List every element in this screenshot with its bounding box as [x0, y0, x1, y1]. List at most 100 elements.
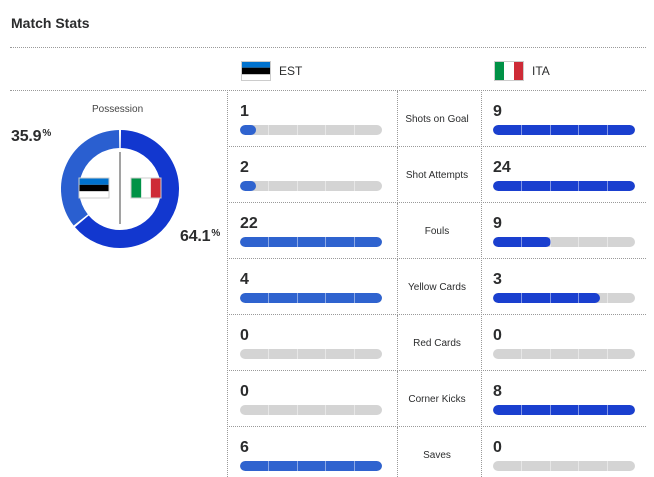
stat-row-divider [227, 370, 646, 371]
home-possession-unit: % [42, 128, 52, 139]
home-stat-value: 4 [240, 271, 249, 288]
stat-bar-tick [607, 125, 608, 135]
home-stat-bar [240, 293, 382, 303]
stat-bar-tick [297, 405, 298, 415]
stat-bar-tick [325, 125, 326, 135]
away-stat-value: 0 [493, 327, 502, 344]
away-team-header: ITA [494, 61, 550, 81]
away-stat-bar [493, 125, 635, 135]
stat-bar-tick [550, 405, 551, 415]
panel-title: Match Stats [11, 15, 90, 31]
stat-bar-tick [607, 293, 608, 303]
stat-bar-tick [354, 237, 355, 247]
home-stat-bar-fill [240, 125, 256, 135]
stat-bar-tick [578, 293, 579, 303]
stat-bar-tick [521, 293, 522, 303]
column-divider-left [227, 90, 228, 477]
home-stat-value: 0 [240, 327, 249, 344]
stat-bar-tick [325, 461, 326, 471]
home-stat-bar-fill [240, 461, 382, 471]
stat-bar-tick [521, 349, 522, 359]
away-stat-value: 3 [493, 271, 502, 288]
stat-bar-tick [550, 237, 551, 247]
possession-label: Possession [92, 104, 144, 115]
home-possession-value: 35.9 [11, 128, 42, 145]
away-stat-bar [493, 181, 635, 191]
home-stat-bar [240, 405, 382, 415]
stat-row-divider [227, 258, 646, 259]
home-stat-value: 22 [240, 215, 258, 232]
stat-bar-tick [325, 405, 326, 415]
away-possession-pct: 64.1% [180, 228, 220, 246]
stat-bar-tick [354, 461, 355, 471]
away-possession-unit: % [211, 228, 221, 239]
stat-bar-tick [354, 181, 355, 191]
home-stat-bar [240, 125, 382, 135]
away-stat-bar-fill [493, 405, 635, 415]
stat-bar-tick [550, 461, 551, 471]
away-stat-value: 24 [493, 159, 511, 176]
home-team-abbr: EST [279, 64, 303, 78]
stat-row-divider [227, 202, 646, 203]
stat-bar-tick [354, 293, 355, 303]
possession-donut-chart [61, 130, 179, 248]
stat-row-divider [227, 426, 646, 427]
away-possession-value: 64.1 [180, 228, 211, 245]
stat-bar-tick [268, 181, 269, 191]
stat-bar-tick [297, 461, 298, 471]
stat-label-divider-left [397, 427, 398, 477]
stat-bar-tick [297, 181, 298, 191]
home-stat-value: 0 [240, 383, 249, 400]
away-stat-bar-fill [493, 181, 635, 191]
stat-bar-tick [268, 125, 269, 135]
stat-label-divider-left [397, 147, 398, 201]
stat-bar-tick [325, 349, 326, 359]
away-stat-bar-fill [493, 125, 635, 135]
home-stat-bar-fill [240, 237, 382, 247]
stat-bar-tick [521, 405, 522, 415]
home-possession-arc [61, 130, 120, 226]
stat-bar-tick [578, 125, 579, 135]
home-stat-bar [240, 349, 382, 359]
italy-flag-icon [494, 61, 524, 81]
home-team-header: EST [241, 61, 302, 81]
stat-bar-tick [521, 237, 522, 247]
stat-bar-tick [578, 181, 579, 191]
stat-label: Red Cards [413, 338, 461, 349]
stat-bar-tick [550, 181, 551, 191]
stat-row-divider [227, 146, 646, 147]
stat-bar-tick [325, 237, 326, 247]
away-stat-value: 9 [493, 103, 502, 120]
stat-bar-tick [550, 293, 551, 303]
home-stat-bar [240, 461, 382, 471]
stat-bar-tick [607, 349, 608, 359]
stat-label: Shots on Goal [405, 114, 469, 125]
away-stat-bar [493, 405, 635, 415]
stat-bar-tick [354, 405, 355, 415]
stat-bar-tick [550, 125, 551, 135]
away-stat-bar [493, 237, 635, 247]
stat-bar-tick [325, 181, 326, 191]
stat-label-divider-left [397, 91, 398, 145]
stat-bar-tick [268, 293, 269, 303]
away-possession-arc [74, 130, 179, 248]
stat-bar-tick [325, 293, 326, 303]
donut-estonia-flag-icon [78, 177, 110, 199]
column-divider-right [481, 90, 482, 477]
stat-bar-tick [354, 349, 355, 359]
stat-bar-tick [521, 181, 522, 191]
stat-bar-tick [297, 293, 298, 303]
stat-label: Fouls [424, 226, 450, 237]
stat-bar-tick [607, 405, 608, 415]
stat-bar-tick [268, 237, 269, 247]
away-stat-value: 9 [493, 215, 502, 232]
stat-bar-tick [354, 125, 355, 135]
home-stat-bar-fill [240, 293, 382, 303]
stat-bar-tick [607, 181, 608, 191]
stat-bar-tick [521, 125, 522, 135]
stat-bar-tick [578, 405, 579, 415]
stat-bar-tick [297, 349, 298, 359]
stat-label: Yellow Cards [408, 282, 466, 293]
home-stat-value: 1 [240, 103, 249, 120]
away-stat-bar [493, 461, 635, 471]
